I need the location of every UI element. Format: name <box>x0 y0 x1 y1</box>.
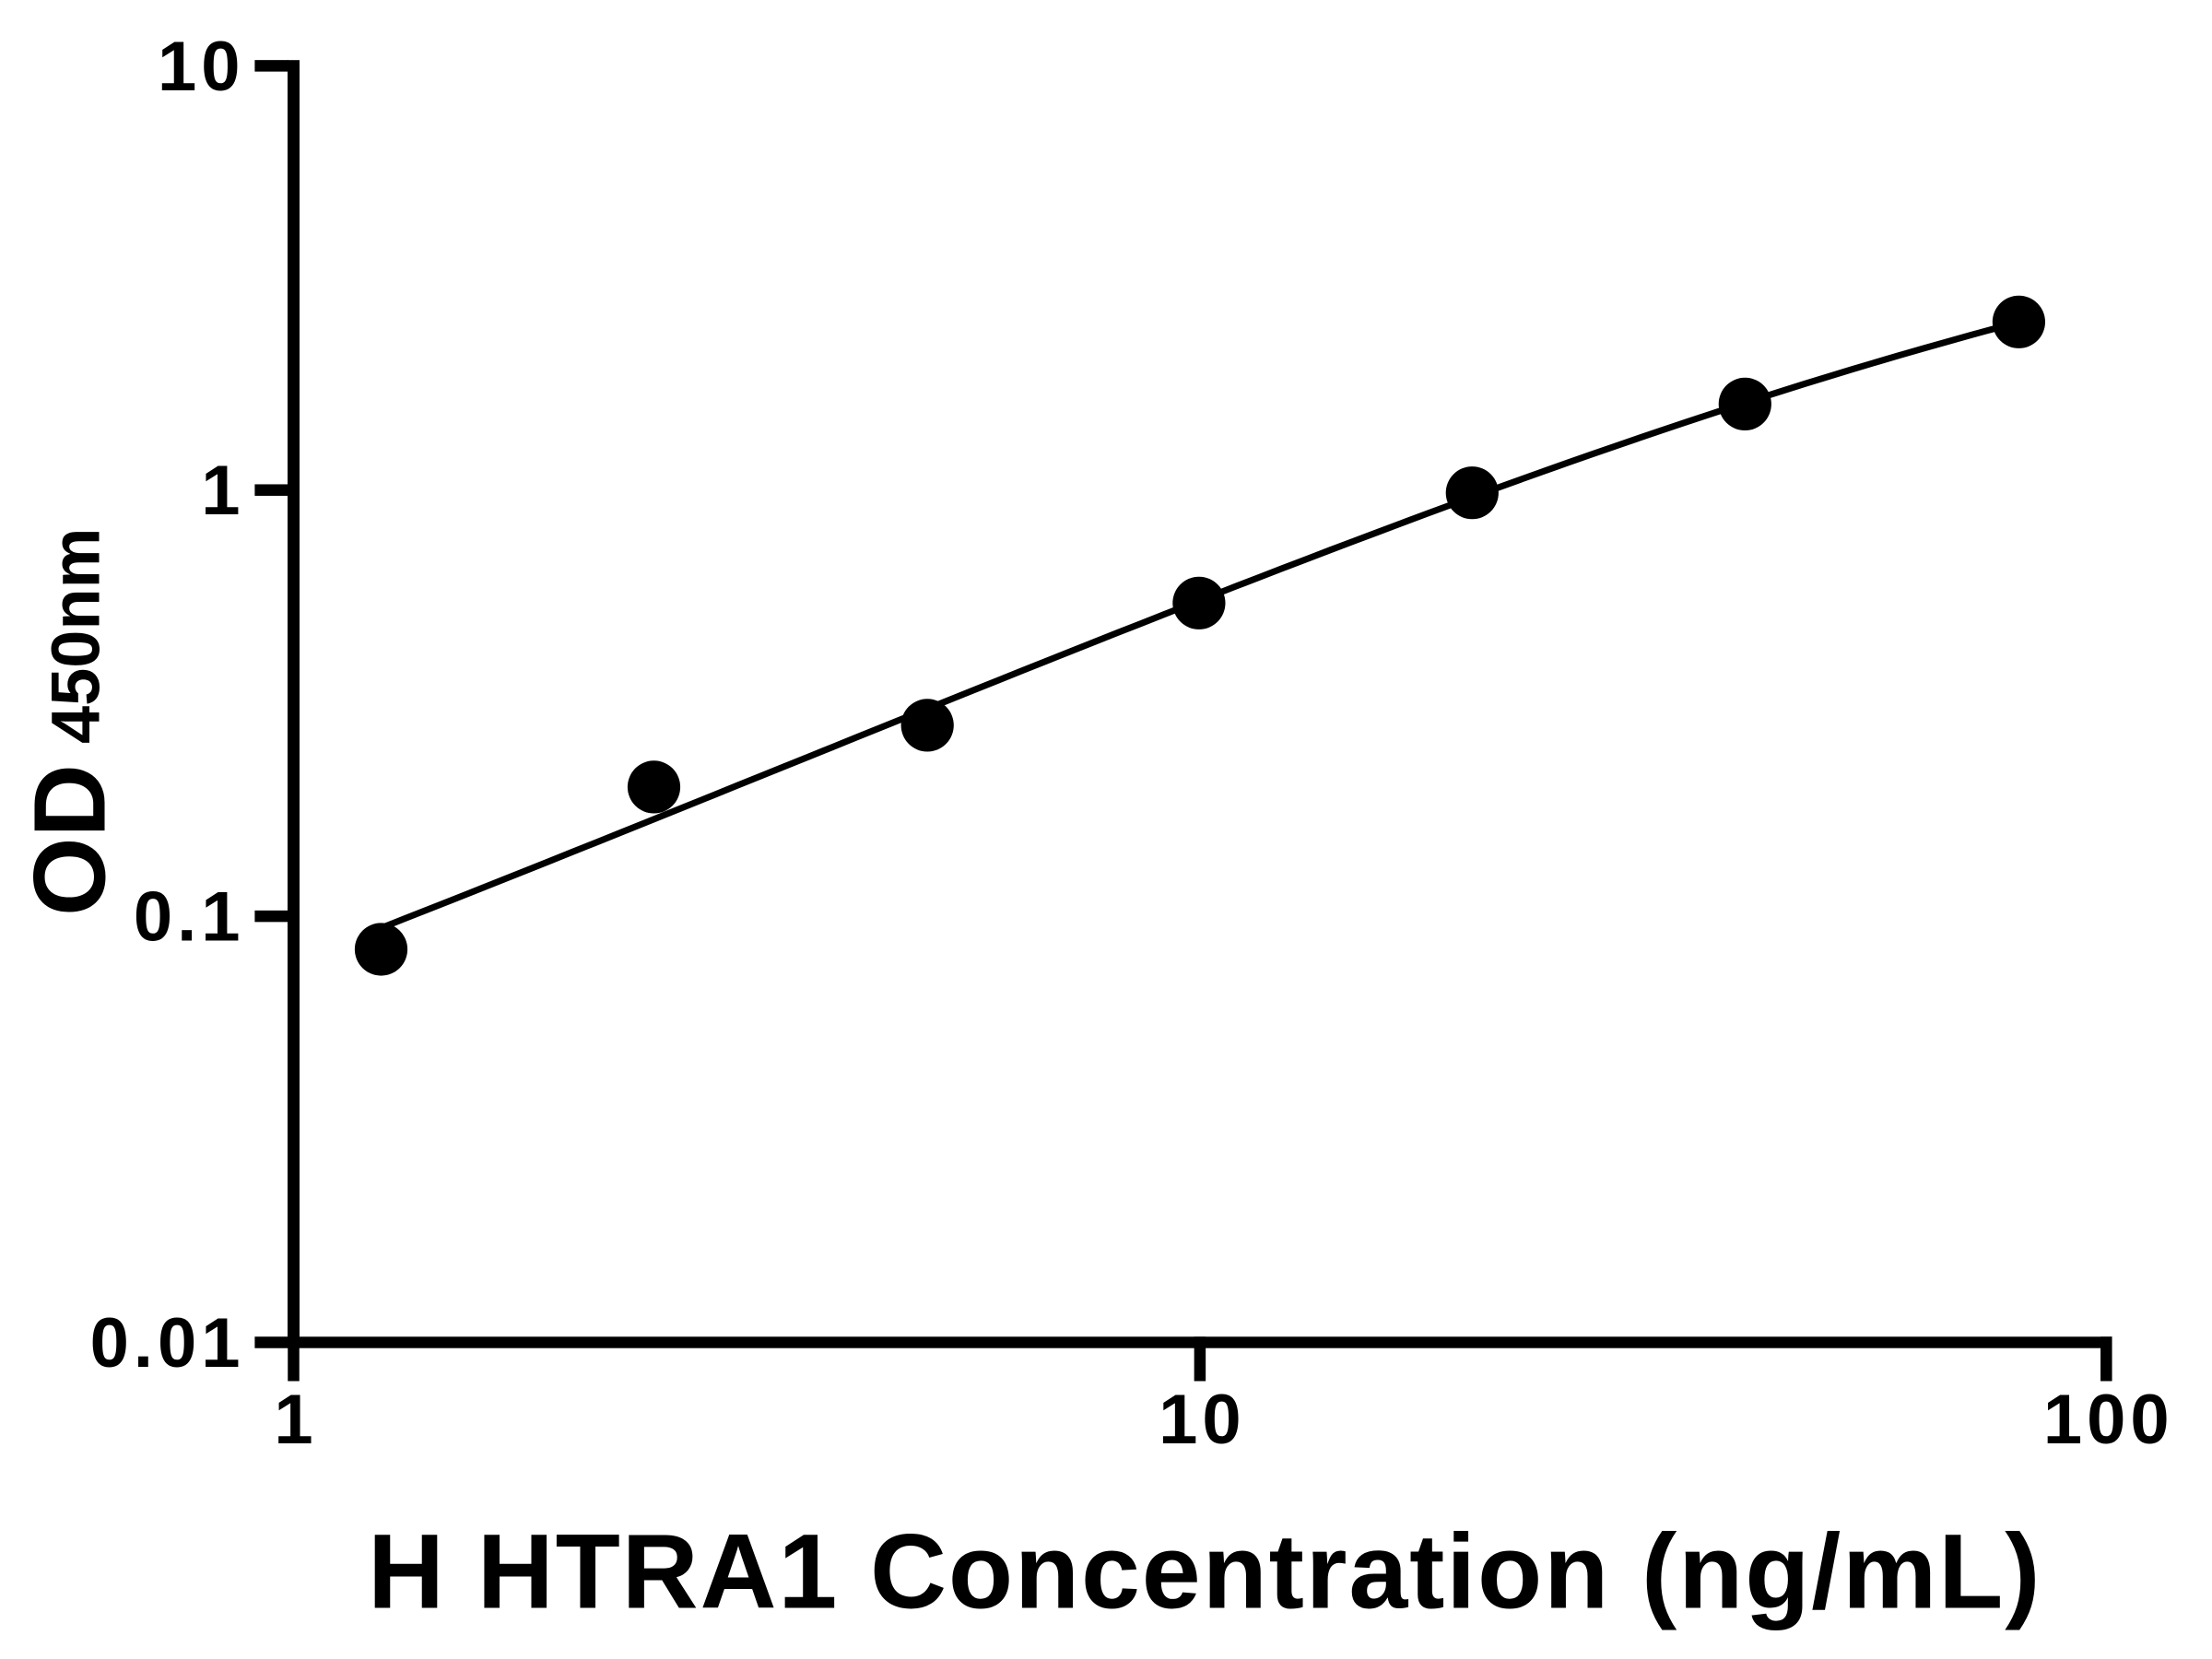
svg-text:10: 10 <box>1159 1381 1246 1459</box>
svg-text:10: 10 <box>158 28 245 106</box>
svg-text:100: 100 <box>2043 1381 2174 1459</box>
svg-text:0.01: 0.01 <box>90 1304 245 1382</box>
svg-text:H HTRA1 Concentration (ng/mL): H HTRA1 Concentration (ng/mL) <box>368 1513 2041 1631</box>
svg-text:1: 1 <box>274 1381 317 1459</box>
svg-text:OD: OD <box>14 764 127 916</box>
svg-text:0.1: 0.1 <box>134 878 245 957</box>
svg-text:1: 1 <box>201 452 244 530</box>
svg-text:450nm: 450nm <box>38 528 114 744</box>
